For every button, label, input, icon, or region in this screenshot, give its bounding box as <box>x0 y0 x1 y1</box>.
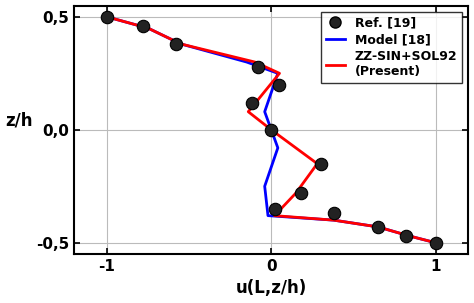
Point <box>267 127 275 132</box>
Point <box>374 225 382 229</box>
Point <box>330 211 337 216</box>
Point <box>139 23 147 28</box>
X-axis label: u(L,z/h): u(L,z/h) <box>236 279 307 298</box>
Point <box>255 64 262 69</box>
Point <box>432 240 439 245</box>
Point <box>276 82 283 87</box>
Legend: Ref. [19], Model [18], ZZ-SIN+SOL92
(Present): Ref. [19], Model [18], ZZ-SIN+SOL92 (Pre… <box>321 12 462 83</box>
Point <box>317 161 324 166</box>
Point <box>271 206 278 211</box>
Point <box>103 15 111 19</box>
Point <box>172 42 180 46</box>
Y-axis label: z/h: z/h <box>6 112 33 130</box>
Point <box>402 234 410 238</box>
Point <box>248 100 255 105</box>
Point <box>297 191 305 195</box>
